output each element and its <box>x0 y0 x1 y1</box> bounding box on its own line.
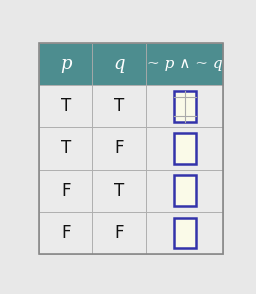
Text: q: q <box>113 55 125 73</box>
Bar <box>92 127 146 170</box>
Bar <box>39 127 92 170</box>
Text: T: T <box>61 139 71 158</box>
Bar <box>92 85 146 127</box>
Bar <box>39 43 92 85</box>
Text: F: F <box>61 182 70 200</box>
Bar <box>146 43 223 85</box>
Bar <box>39 85 92 127</box>
Text: F: F <box>61 224 70 242</box>
Text: T: T <box>114 182 124 200</box>
Text: T: T <box>61 97 71 115</box>
Bar <box>146 170 223 212</box>
Bar <box>39 212 92 254</box>
Text: T: T <box>114 97 124 115</box>
Bar <box>146 212 223 254</box>
Text: F: F <box>114 139 124 158</box>
Bar <box>174 133 196 164</box>
Bar <box>146 127 223 170</box>
Bar <box>174 176 196 206</box>
Text: p: p <box>60 55 71 73</box>
Bar <box>39 170 92 212</box>
Text: F: F <box>114 224 124 242</box>
Bar <box>174 218 196 248</box>
Bar <box>174 91 196 121</box>
Bar <box>146 85 223 127</box>
Bar <box>92 43 146 85</box>
Text: ~ p ∧ ~ q: ~ p ∧ ~ q <box>147 57 222 71</box>
Bar <box>92 170 146 212</box>
Bar <box>92 212 146 254</box>
